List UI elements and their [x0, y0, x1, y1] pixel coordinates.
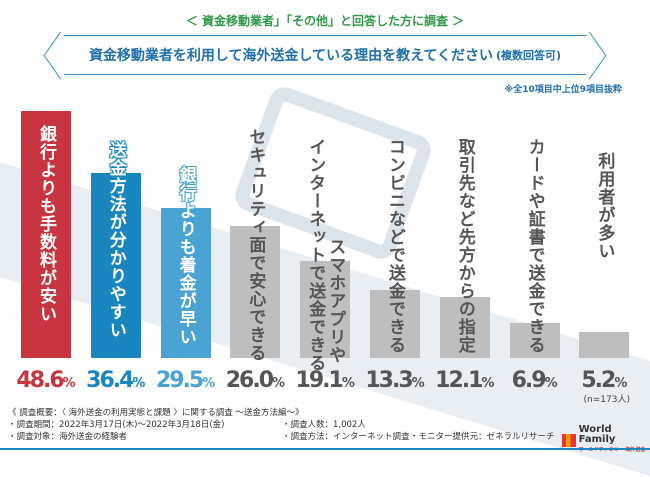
bar-2: [90, 173, 141, 358]
bar-label-line: 銀行よりも手数料が安い: [36, 125, 56, 324]
logo-text: World Family: [578, 424, 616, 445]
bar-label: 利用者が多い: [594, 152, 614, 260]
value-number: 6.9: [511, 368, 547, 393]
bar-label-line: スマホアプリや: [325, 238, 346, 364]
value-number: 26.0: [225, 368, 274, 393]
bar-7: [439, 296, 490, 358]
value-unit: %: [411, 376, 425, 391]
sample-size: (n=173人): [583, 395, 630, 405]
value-number: 29.5: [155, 368, 204, 393]
bar-9: [579, 331, 630, 358]
bar-1: [21, 111, 71, 358]
bar-5: [300, 260, 351, 358]
world-family-logo: World Family ワールドファミリー 海外送金: [562, 425, 650, 455]
value-number: 48.6: [16, 368, 64, 393]
value-unit: %: [614, 376, 628, 391]
survey-method: ・調査方法：インターネット調査: [282, 432, 410, 442]
bar-label: スマホアプリや インターネットで送金できる: [305, 138, 345, 372]
bar-label: セキュリティ面で安心できる: [245, 128, 265, 362]
logo-subtext: ワールドファミリー 海外送金: [578, 447, 646, 453]
value-label: 12.1%: [430, 368, 500, 393]
value-unit: %: [62, 376, 76, 391]
bar-label: 銀行よりも着金が早い: [176, 166, 196, 346]
bar-label: 取引先など先方からの指定: [455, 138, 475, 354]
bar-3: [160, 208, 211, 358]
survey-period: ・調査期間：2022年3月17日(木)～2022年3月18日(金): [8, 420, 225, 430]
value-label: 36.4%: [81, 368, 151, 393]
survey-count: ・調査人数：1,002人: [282, 420, 366, 430]
value-label: 48.6%: [11, 368, 81, 393]
value-number: 19.1: [295, 368, 344, 393]
value-unit: %: [202, 376, 216, 391]
value-unit: %: [272, 376, 286, 391]
value-unit: %: [341, 376, 355, 391]
survey-target: ＜ 資金移動業者」「その他」と回答した方に調査 ＞: [185, 14, 465, 28]
value-unit: %: [132, 376, 146, 391]
value-number: 5.2: [581, 368, 616, 393]
bar-label-line: カードや証書で送金できる: [524, 138, 545, 354]
bar-label-line: インターネットで送金できる: [305, 138, 326, 372]
value-number: 36.4: [86, 368, 134, 393]
value-number: 13.3: [365, 368, 413, 393]
bar-6: [370, 290, 420, 358]
bar-label: 送金方法が分かりやすい: [106, 141, 126, 339]
question-note: (複数回答可): [495, 49, 562, 62]
logo-mark-icon: [562, 433, 576, 447]
bar-label: コンビニなどで送金できる: [385, 138, 405, 354]
survey-subjects: ・調査対象：海外送金の経験者: [8, 432, 128, 442]
question-banner: 資金移動業者を利用して海外送金している理由を教えてください (複数回答可): [60, 35, 590, 75]
value-unit: %: [544, 376, 558, 391]
bar-8: [509, 322, 560, 358]
value-label: 26.0%: [220, 368, 290, 393]
value-number: 12.1: [435, 368, 483, 393]
value-label: 19.1%: [290, 368, 360, 393]
monitor-provider: ・モニター提供元：ゼネラルリサーチ: [410, 432, 555, 442]
survey-overview: 《 調査概要：〈 海外送金の利用実態と課題 〉に関する調査 ～送金方法編～》: [8, 408, 304, 418]
value-label: 29.5%: [151, 368, 221, 393]
value-label: 13.3%: [360, 368, 430, 393]
bar-4: [230, 225, 281, 358]
selection-note: ※全10項目中上位9項目抜粋: [504, 85, 622, 95]
bar-label-line: 利用者が多い: [594, 152, 615, 260]
bar-label-line: 送金方法が分かりやすい: [105, 141, 126, 340]
question-title: 資金移動業者を利用して海外送金している理由を教えてください: [88, 48, 493, 64]
bar-label-line: 銀行よりも着金が早い: [175, 166, 196, 347]
value-label: 6.9%: [500, 368, 570, 393]
bar-label-line: セキュリティ面で安心できる: [245, 128, 266, 362]
bottom-rule: [0, 448, 650, 450]
bar-label: 銀行よりも手数料が安い: [36, 125, 56, 323]
bar-label-line: 取引先など先方からの指定: [454, 138, 475, 354]
bar-label-line: コンビニなどで送金できる: [385, 138, 405, 354]
bar-label: カードや証書で送金できる: [525, 138, 545, 354]
value-unit: %: [481, 376, 495, 391]
value-label: 5.2%: [569, 368, 639, 393]
bar-chart: 銀行よりも手数料が安い 48.6% 送金方法が分かりやすい 36.4% 銀行よりも着金が…: [11, 111, 639, 393]
